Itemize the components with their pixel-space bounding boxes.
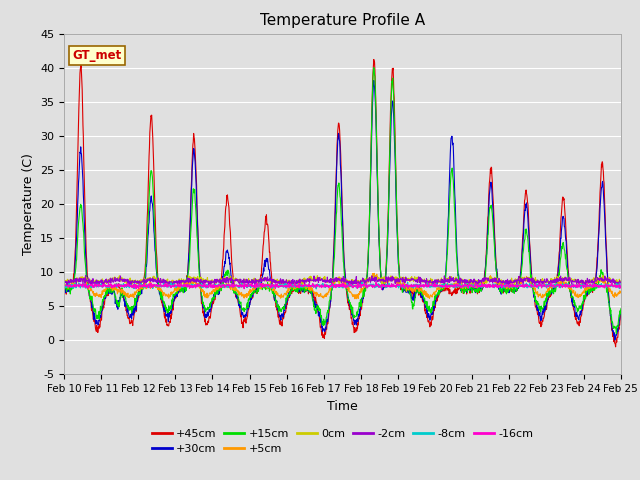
- -16cm: [318, 285, 326, 290]
- +30cm: [296, 285, 304, 290]
- -16cm: [378, 287, 385, 292]
- +15cm: [378, 273, 385, 279]
- 0cm: [296, 279, 304, 285]
- Line: +30cm: +30cm: [64, 81, 621, 340]
- -8cm: [404, 279, 412, 285]
- +5cm: [617, 289, 625, 295]
- +5cm: [371, 270, 378, 276]
- -2cm: [378, 278, 385, 284]
- +30cm: [103, 290, 111, 296]
- 0cm: [466, 283, 474, 289]
- +30cm: [126, 314, 134, 320]
- -2cm: [617, 279, 625, 285]
- Line: -16cm: -16cm: [64, 282, 621, 289]
- +45cm: [318, 332, 326, 338]
- +30cm: [60, 283, 68, 289]
- +15cm: [617, 306, 625, 312]
- +30cm: [370, 78, 378, 84]
- -8cm: [296, 282, 304, 288]
- 0cm: [617, 280, 625, 286]
- Line: -2cm: -2cm: [64, 276, 621, 286]
- Line: 0cm: 0cm: [64, 276, 621, 286]
- +45cm: [378, 275, 385, 280]
- +5cm: [378, 275, 385, 281]
- +30cm: [617, 312, 625, 317]
- +15cm: [308, 292, 316, 298]
- +5cm: [60, 283, 68, 288]
- -8cm: [378, 285, 385, 290]
- 0cm: [103, 278, 111, 284]
- +45cm: [617, 308, 625, 313]
- +5cm: [308, 285, 316, 290]
- -2cm: [60, 278, 68, 284]
- X-axis label: Time: Time: [327, 400, 358, 413]
- +5cm: [296, 284, 304, 289]
- +45cm: [296, 284, 304, 290]
- -16cm: [617, 285, 625, 290]
- +45cm: [612, 344, 620, 350]
- 0cm: [60, 279, 68, 285]
- -16cm: [372, 279, 380, 285]
- 0cm: [378, 275, 385, 281]
- +15cm: [318, 317, 326, 323]
- +15cm: [370, 65, 378, 71]
- +45cm: [308, 286, 316, 291]
- Legend: +45cm, +30cm, +15cm, +5cm, 0cm, -2cm, -8cm, -16cm: +45cm, +30cm, +15cm, +5cm, 0cm, -2cm, -8…: [147, 424, 538, 459]
- +30cm: [378, 280, 385, 286]
- Y-axis label: Temperature (C): Temperature (C): [22, 153, 35, 255]
- Text: GT_met: GT_met: [72, 49, 122, 62]
- +15cm: [296, 286, 304, 292]
- 0cm: [318, 276, 326, 282]
- +45cm: [60, 288, 68, 294]
- -8cm: [126, 283, 134, 289]
- -8cm: [308, 283, 316, 289]
- +5cm: [103, 285, 111, 290]
- 0cm: [126, 279, 134, 285]
- +45cm: [370, 57, 378, 62]
- -8cm: [617, 284, 625, 290]
- -2cm: [531, 283, 538, 288]
- -16cm: [378, 284, 385, 289]
- +15cm: [60, 287, 68, 293]
- -16cm: [103, 284, 111, 289]
- Line: +45cm: +45cm: [64, 60, 621, 347]
- -2cm: [126, 278, 134, 284]
- -8cm: [60, 282, 68, 288]
- Title: Temperature Profile A: Temperature Profile A: [260, 13, 425, 28]
- +30cm: [611, 337, 619, 343]
- +5cm: [126, 292, 134, 298]
- -16cm: [296, 283, 304, 288]
- -2cm: [104, 279, 111, 285]
- -2cm: [308, 277, 316, 283]
- Line: +5cm: +5cm: [64, 273, 621, 299]
- +30cm: [308, 290, 316, 296]
- +5cm: [353, 296, 360, 301]
- -16cm: [126, 283, 134, 289]
- 0cm: [371, 273, 378, 278]
- +30cm: [318, 324, 326, 330]
- -2cm: [82, 273, 90, 278]
- -8cm: [318, 281, 326, 287]
- +15cm: [103, 288, 111, 294]
- +15cm: [126, 307, 134, 313]
- -2cm: [297, 278, 305, 284]
- -8cm: [312, 286, 320, 292]
- 0cm: [308, 278, 316, 284]
- +15cm: [612, 331, 620, 336]
- -16cm: [308, 283, 316, 288]
- Line: +15cm: +15cm: [64, 68, 621, 334]
- -8cm: [103, 285, 111, 290]
- +45cm: [103, 293, 111, 299]
- -16cm: [60, 281, 68, 287]
- Line: -8cm: -8cm: [64, 282, 621, 289]
- -2cm: [318, 276, 326, 282]
- +45cm: [126, 321, 134, 326]
- +5cm: [318, 294, 326, 300]
